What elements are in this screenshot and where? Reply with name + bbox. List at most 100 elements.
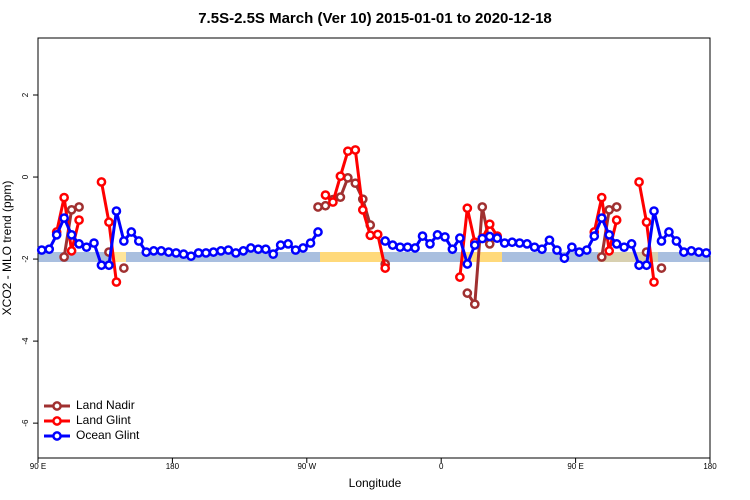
y-tick-label: 2: [21, 92, 30, 97]
x-tick-label: 0: [439, 462, 444, 471]
point: [417, 231, 428, 241]
band-yellow: [598, 252, 658, 262]
point: [313, 202, 323, 212]
point: [343, 173, 353, 183]
point: [619, 242, 629, 253]
point: [686, 246, 697, 256]
point: [462, 259, 473, 269]
point: [178, 249, 189, 260]
point: [455, 233, 465, 244]
point: [634, 260, 644, 271]
point: [649, 206, 659, 216]
point: [126, 227, 137, 237]
point: [552, 245, 562, 255]
point: [119, 263, 129, 273]
point: [133, 236, 144, 246]
point: [335, 192, 346, 202]
point: [365, 230, 376, 241]
point: [499, 238, 510, 248]
point: [320, 200, 331, 211]
point: [260, 244, 271, 255]
y-tick-label: -6: [21, 419, 30, 427]
point: [701, 248, 712, 258]
chart-title: 7.5S-2.5S March (Ver 10) 2015-01-01 to 2…: [198, 10, 552, 27]
point: [693, 247, 704, 257]
point: [402, 242, 413, 253]
x-tick-label: 180: [166, 462, 180, 471]
point: [440, 232, 450, 242]
point: [581, 245, 592, 255]
point: [171, 248, 181, 258]
point: [596, 252, 607, 262]
point: [656, 236, 667, 246]
point: [604, 246, 615, 256]
point: [574, 247, 585, 257]
point: [156, 246, 167, 256]
point: [514, 238, 525, 248]
point: [484, 239, 495, 249]
x-tick-label: 90 E: [30, 462, 46, 471]
x-tick-label: 90 E: [567, 462, 583, 471]
point: [74, 215, 84, 225]
point: [559, 253, 570, 264]
point: [469, 299, 480, 310]
point: [328, 197, 338, 207]
point: [283, 239, 293, 249]
point: [141, 247, 152, 257]
band-yellow: [112, 252, 126, 262]
band-yellow: [462, 252, 502, 262]
y-tick-label: -4: [21, 337, 30, 345]
point: [104, 260, 114, 271]
point: [104, 217, 114, 228]
point: [596, 192, 607, 203]
point: [596, 213, 607, 223]
point: [425, 239, 435, 249]
point: [604, 205, 615, 215]
legend-marker: [52, 431, 62, 441]
point: [544, 235, 555, 246]
point: [111, 277, 122, 287]
point: [163, 247, 174, 257]
legend-label: Land Glint: [76, 413, 131, 427]
point: [410, 243, 420, 253]
point: [380, 263, 391, 273]
point: [335, 171, 346, 182]
point: [611, 239, 622, 249]
point: [522, 239, 532, 249]
legend-label: Land Nadir: [76, 398, 135, 412]
point: [298, 243, 308, 253]
point: [656, 263, 667, 273]
point: [343, 146, 353, 157]
point: [380, 236, 391, 246]
point: [664, 227, 674, 237]
point: [223, 245, 234, 255]
point: [193, 248, 204, 258]
x-tick-label: 90 W: [297, 462, 316, 471]
point: [238, 246, 249, 256]
legend-marker: [52, 416, 62, 426]
point: [66, 205, 77, 215]
point: [216, 246, 226, 256]
point: [44, 244, 55, 255]
point: [604, 230, 615, 240]
point: [387, 240, 398, 250]
point: [66, 246, 77, 256]
point: [111, 206, 122, 216]
point: [305, 238, 316, 248]
point: [567, 242, 577, 253]
point: [96, 177, 107, 187]
point: [507, 237, 517, 248]
point: [186, 251, 196, 262]
point: [74, 202, 84, 212]
point: [350, 145, 361, 155]
point: [96, 260, 107, 271]
point: [492, 233, 503, 244]
point: [372, 229, 383, 240]
y-tick-label: 0: [21, 174, 30, 179]
point: [59, 213, 69, 223]
point: [462, 203, 473, 214]
point: [275, 240, 286, 250]
point: [641, 217, 652, 228]
point: [245, 243, 256, 253]
